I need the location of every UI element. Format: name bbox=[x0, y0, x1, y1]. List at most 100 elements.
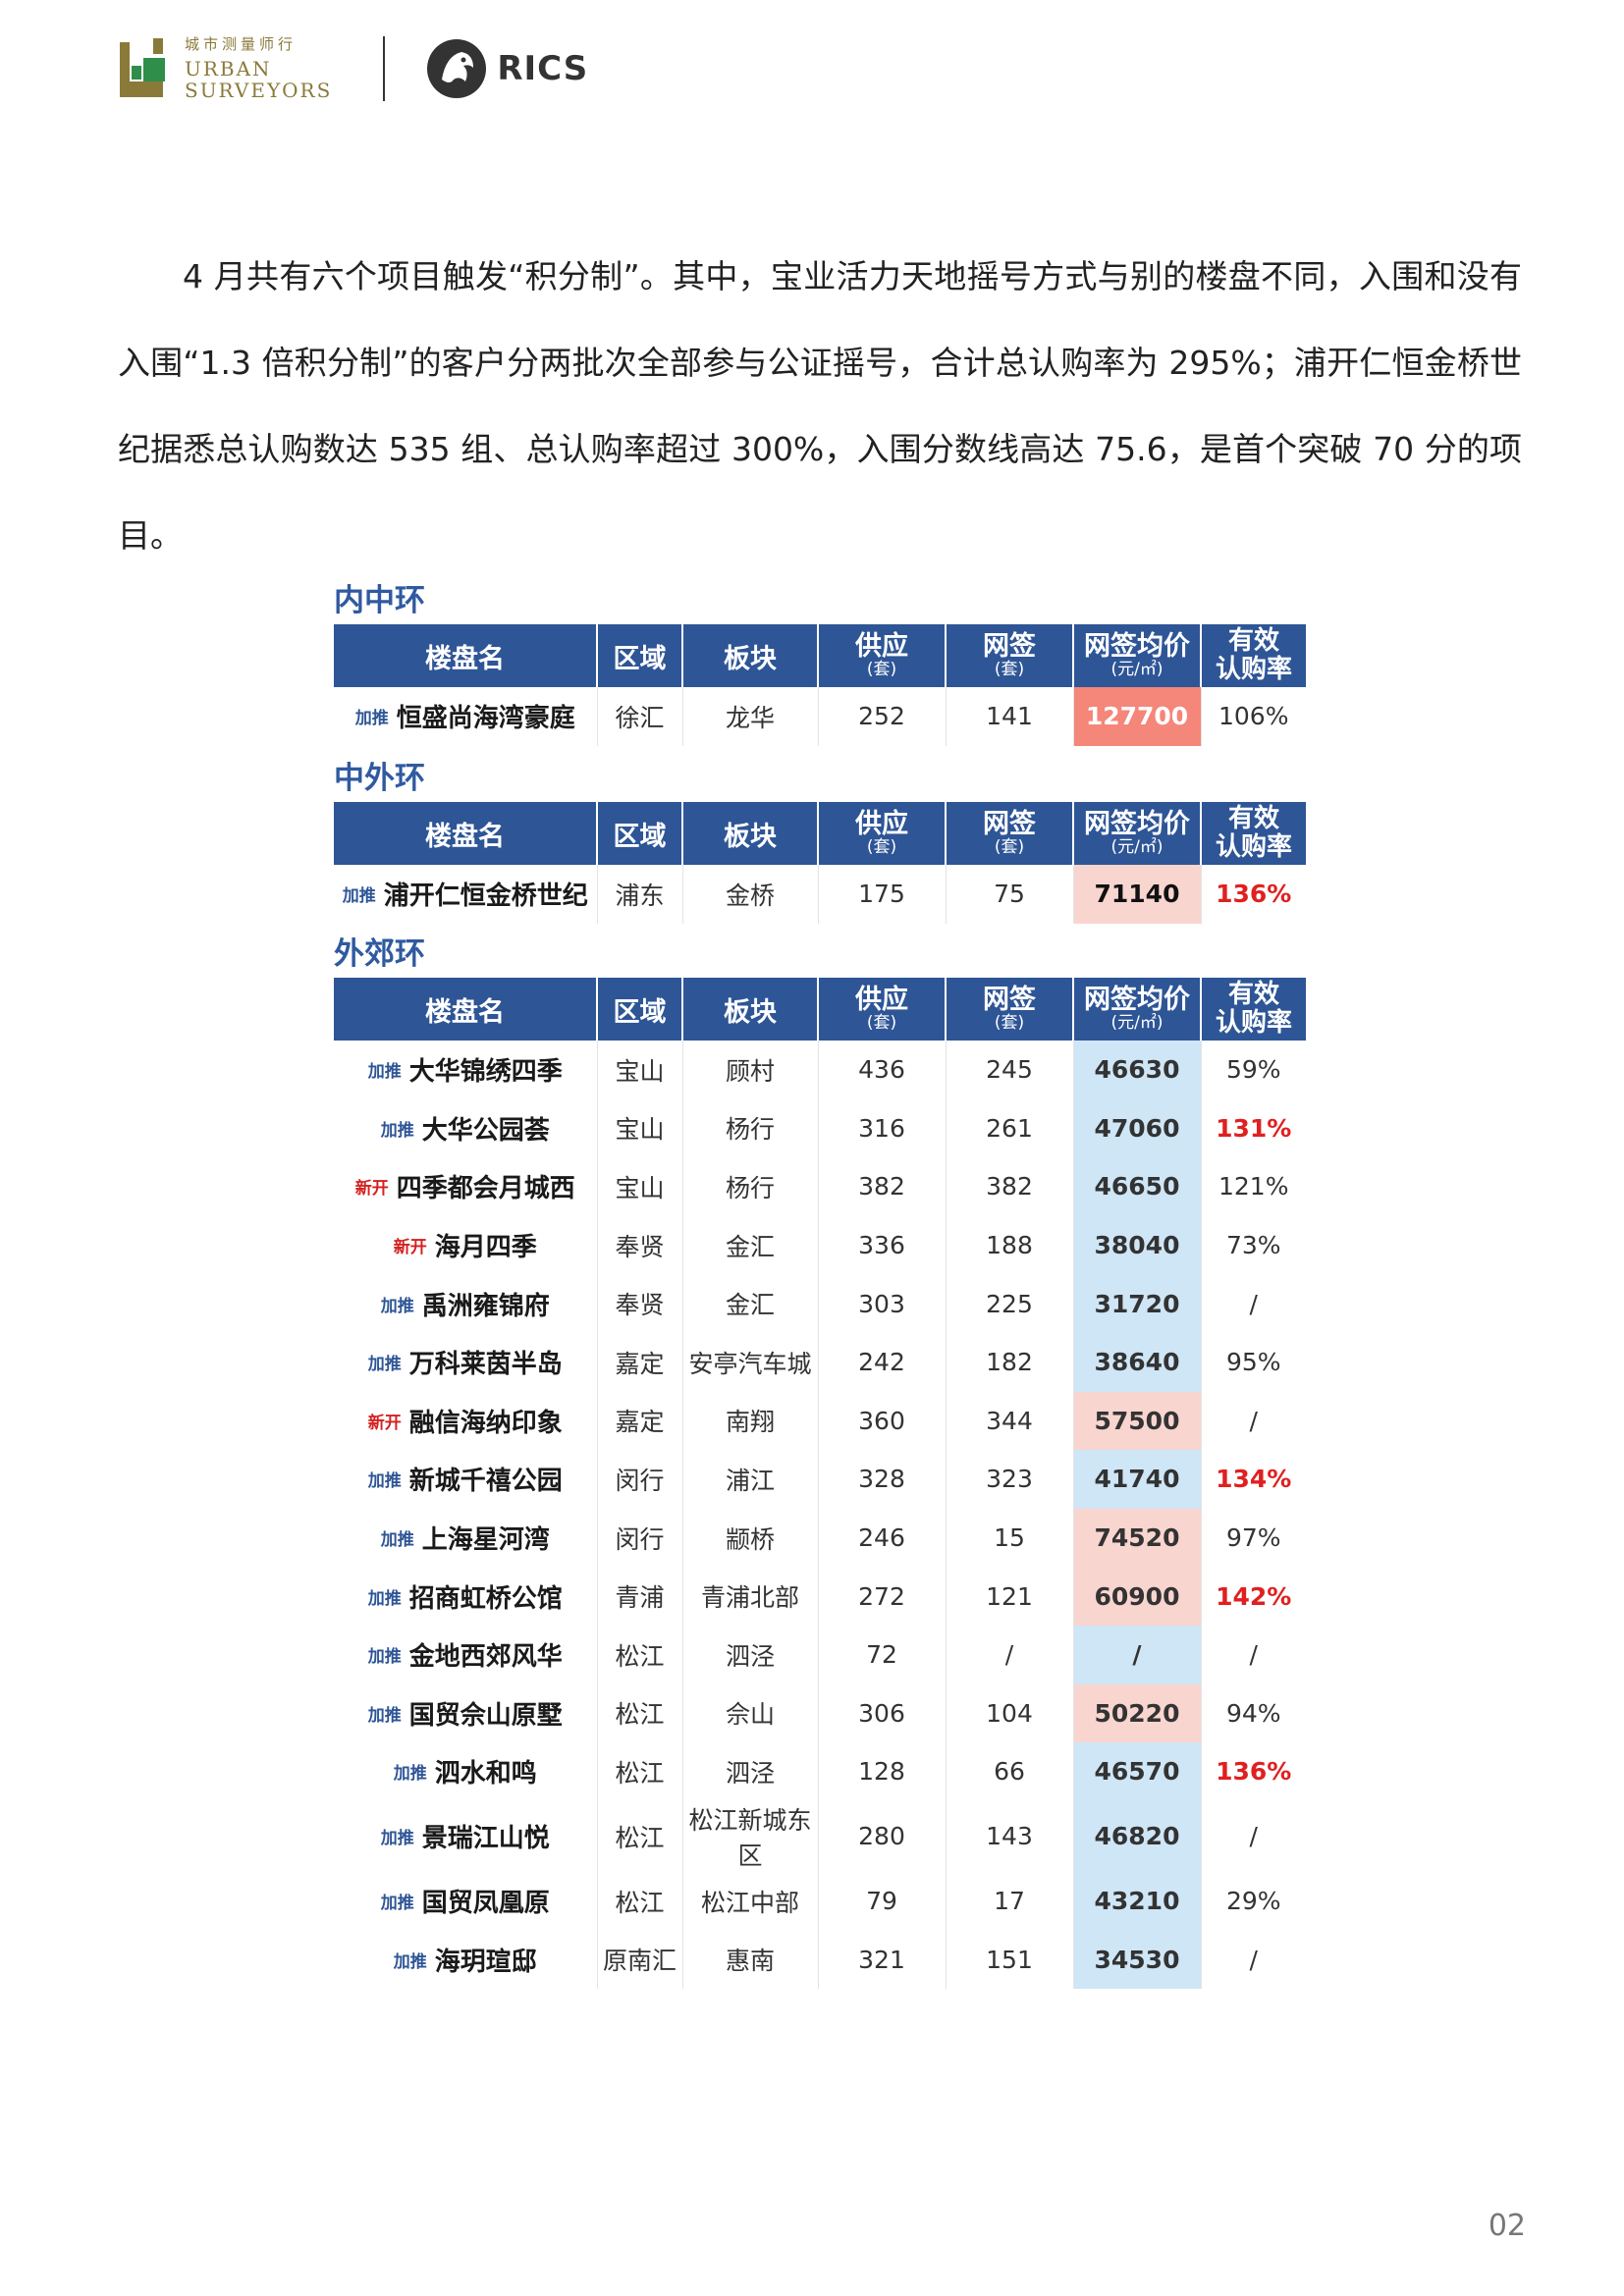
logo-en-2: SURVEYORS bbox=[185, 78, 333, 102]
col-header-supply-label: 供应 bbox=[855, 809, 908, 839]
table-header-row: 楼盘名 区域 板块 供应 (套) 网签 (套) 网签均价 (元/㎡) 有效 认购率 bbox=[334, 978, 1306, 1041]
avg-price-cell: 46650 bbox=[1073, 1157, 1202, 1216]
district-cell: 松江 bbox=[597, 1800, 683, 1872]
project-cell: 加推 海玥瑄邸 bbox=[334, 1930, 598, 1989]
supply-cell: 360 bbox=[818, 1391, 947, 1451]
signed-cell: 15 bbox=[946, 1508, 1074, 1568]
table-row: 加推 海玥瑄邸 原南汇 惠南 321 151 34530/ bbox=[334, 1930, 1306, 1989]
table-header-row: 楼盘名 区域 板块 供应 (套) 网签 (套) 网签均价 (元/㎡) 有效 认购率 bbox=[334, 624, 1306, 687]
col-header-supply-label: 供应 bbox=[855, 631, 908, 662]
supply-cell: 436 bbox=[818, 1041, 947, 1099]
project-name: 金地西郊风华 bbox=[408, 1642, 563, 1673]
page-header: 城市测量师行 URBAN SURVEYORS RICS bbox=[118, 29, 588, 108]
signed-cell: 188 bbox=[946, 1215, 1074, 1275]
signed-cell: 344 bbox=[946, 1391, 1074, 1451]
supply-cell: 246 bbox=[818, 1508, 947, 1568]
signed-cell: 17 bbox=[946, 1871, 1074, 1931]
subscription-rate-cell: 142% bbox=[1216, 1581, 1292, 1611]
project-name: 四季都会月城西 bbox=[396, 1174, 575, 1204]
district-cell: 嘉定 bbox=[597, 1332, 683, 1392]
col-header-signed-label: 网签 bbox=[983, 985, 1036, 1015]
avg-price-cell: 46630 bbox=[1073, 1041, 1202, 1099]
table-row: 新开 融信海纳印象 嘉定 南翔 360 344 57500/ bbox=[334, 1391, 1306, 1451]
col-header-price-label: 网签均价 bbox=[1084, 809, 1190, 839]
col-header-block: 板块 bbox=[682, 978, 819, 1041]
district-cell: 原南汇 bbox=[597, 1930, 683, 1989]
project-cell: 加推 金地西郊风华 bbox=[334, 1625, 598, 1684]
project-tag: 加推 bbox=[393, 1951, 427, 1972]
table-inner: 楼盘名 区域 板块 供应 (套) 网签 (套) 网签均价 (元/㎡) 有效 认购率 加推 恒盛尚海湾豪庭… bbox=[334, 624, 1306, 746]
col-header-price-unit: (元/㎡) bbox=[1110, 1013, 1164, 1033]
signed-cell: 151 bbox=[946, 1930, 1074, 1989]
block-cell: 泗泾 bbox=[682, 1625, 819, 1684]
block-cell: 浦江 bbox=[682, 1450, 819, 1509]
col-header-rate-l1: 有效 bbox=[1227, 804, 1279, 833]
project-name: 大华锦绣四季 bbox=[408, 1057, 563, 1088]
project-tag: 加推 bbox=[367, 1705, 402, 1726]
subscription-rate-cell: 136% bbox=[1216, 1757, 1292, 1787]
signed-cell: 104 bbox=[946, 1683, 1074, 1743]
table-row: 加推 恒盛尚海湾豪庭 徐汇 龙华 252 141 127700 106% bbox=[334, 687, 1306, 746]
block-cell: 龙华 bbox=[682, 687, 819, 746]
col-header-rate-l2: 认购率 bbox=[1215, 832, 1292, 862]
project-name: 融信海纳印象 bbox=[408, 1408, 563, 1438]
body-paragraph: 4 月共有六个项目触发“积分制”。其中，宝业活力天地摇号方式与别的楼盘不同，入围… bbox=[118, 257, 1522, 555]
supply-cell: 72 bbox=[818, 1625, 947, 1684]
col-header-price: 网签均价 (元/㎡) bbox=[1073, 802, 1202, 865]
supply-cell: 128 bbox=[818, 1742, 947, 1801]
col-header-price-label: 网签均价 bbox=[1084, 631, 1190, 662]
supply-cell: 306 bbox=[818, 1683, 947, 1743]
district-cell: 宝山 bbox=[597, 1098, 683, 1158]
project-cell: 加推 万科莱茵半岛 bbox=[334, 1332, 598, 1392]
supply-cell: 336 bbox=[818, 1215, 947, 1275]
signed-cell: 141 bbox=[946, 687, 1074, 746]
subscription-rate-cell: 95% bbox=[1225, 1348, 1281, 1377]
rics-lion-icon bbox=[427, 39, 487, 98]
table-row: 加推 上海星河湾 闵行 颛桥 246 15 74520 97% bbox=[334, 1508, 1306, 1568]
section-title-middle: 中外环 bbox=[334, 761, 425, 796]
col-header-price: 网签均价 (元/㎡) bbox=[1073, 978, 1202, 1041]
signed-cell: 323 bbox=[946, 1450, 1074, 1509]
table-row: 新开 四季都会月城西 宝山 杨行 382 382 46650 121% bbox=[334, 1157, 1306, 1216]
project-tag: 加推 bbox=[354, 709, 389, 729]
project-tag: 加推 bbox=[393, 1764, 427, 1785]
subscription-rate-cell: / bbox=[1249, 1406, 1258, 1435]
avg-price-cell: 47060 bbox=[1073, 1098, 1202, 1158]
col-header-price-unit: (元/㎡) bbox=[1110, 837, 1164, 857]
project-tag: 加推 bbox=[380, 1894, 414, 1914]
block-cell: 顾村 bbox=[682, 1041, 819, 1099]
header-divider bbox=[383, 36, 386, 101]
project-cell: 加推 禹洲雍锦府 bbox=[334, 1274, 598, 1333]
district-cell: 徐汇 bbox=[597, 687, 683, 746]
avg-price-cell: 74520 bbox=[1073, 1508, 1202, 1568]
project-tag: 加推 bbox=[342, 886, 376, 907]
col-header-name: 楼盘名 bbox=[334, 978, 598, 1041]
block-cell: 金汇 bbox=[682, 1215, 819, 1275]
project-name: 恒盛尚海湾豪庭 bbox=[396, 704, 575, 734]
avg-price-cell: 38640 bbox=[1073, 1332, 1202, 1392]
signed-cell: 182 bbox=[946, 1332, 1074, 1392]
subscription-rate-cell: 94% bbox=[1225, 1698, 1281, 1728]
urban-surveyors-logo-icon bbox=[120, 38, 165, 97]
col-header-district: 区域 bbox=[597, 802, 683, 865]
supply-cell: 303 bbox=[818, 1274, 947, 1333]
subscription-rate-cell: / bbox=[1249, 1822, 1258, 1851]
table-row: 加推 国贸佘山原墅 松江 佘山 306 104 50220 94% bbox=[334, 1683, 1306, 1743]
logo-cn: 城市测量师行 bbox=[185, 34, 298, 53]
avg-price-cell: 43210 bbox=[1073, 1871, 1202, 1931]
project-name: 海月四季 bbox=[434, 1233, 537, 1263]
subscription-rate-cell: / bbox=[1249, 1289, 1258, 1318]
block-cell: 佘山 bbox=[682, 1683, 819, 1743]
district-cell: 奉贤 bbox=[597, 1215, 683, 1275]
block-cell: 金汇 bbox=[682, 1274, 819, 1333]
supply-cell: 382 bbox=[818, 1157, 947, 1216]
district-cell: 青浦 bbox=[597, 1567, 683, 1626]
logo-text: 城市测量师行 URBAN SURVEYORS bbox=[185, 34, 333, 102]
col-header-supply: 供应 (套) bbox=[818, 624, 947, 687]
subscription-rate-cell: 121% bbox=[1218, 1172, 1289, 1201]
avg-price-cell: 71140 bbox=[1073, 865, 1202, 924]
col-header-rate: 有效 认购率 bbox=[1201, 802, 1306, 865]
section-title-outer: 外郊环 bbox=[334, 936, 425, 972]
project-tag: 加推 bbox=[380, 1120, 414, 1141]
project-name: 万科莱茵半岛 bbox=[408, 1350, 563, 1380]
